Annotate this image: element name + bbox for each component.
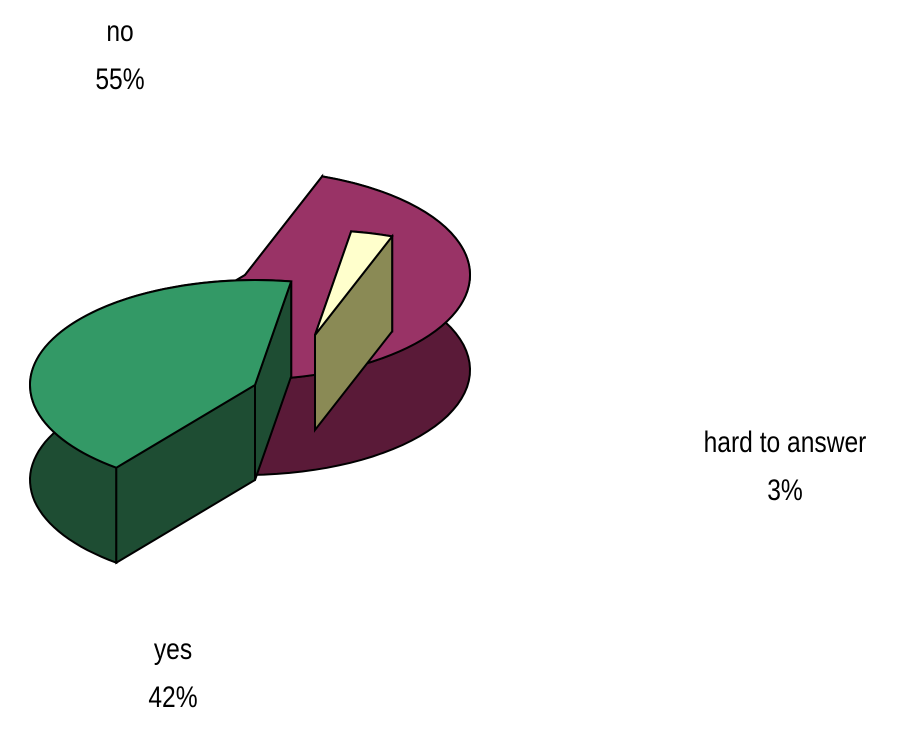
pie-slice-hard-to-answer: [314, 230, 394, 336]
slice-label-no-name: no: [106, 15, 134, 48]
slice-label-hard-to-answer: hard to answer 3%: [687, 419, 884, 515]
slice-label-yes-name: yes: [153, 633, 193, 666]
slice-label-yes: yes 42%: [124, 626, 222, 722]
pie-slice-yes: [29, 279, 293, 469]
slice-label-yes-value: 42%: [148, 681, 198, 714]
slice-label-no: no 55%: [71, 8, 169, 104]
slice-label-no-value: 55%: [95, 63, 145, 96]
slice-label-hard-to-answer-value: 3%: [767, 474, 803, 507]
slice-label-hard-to-answer-name: hard to answer: [703, 426, 867, 459]
